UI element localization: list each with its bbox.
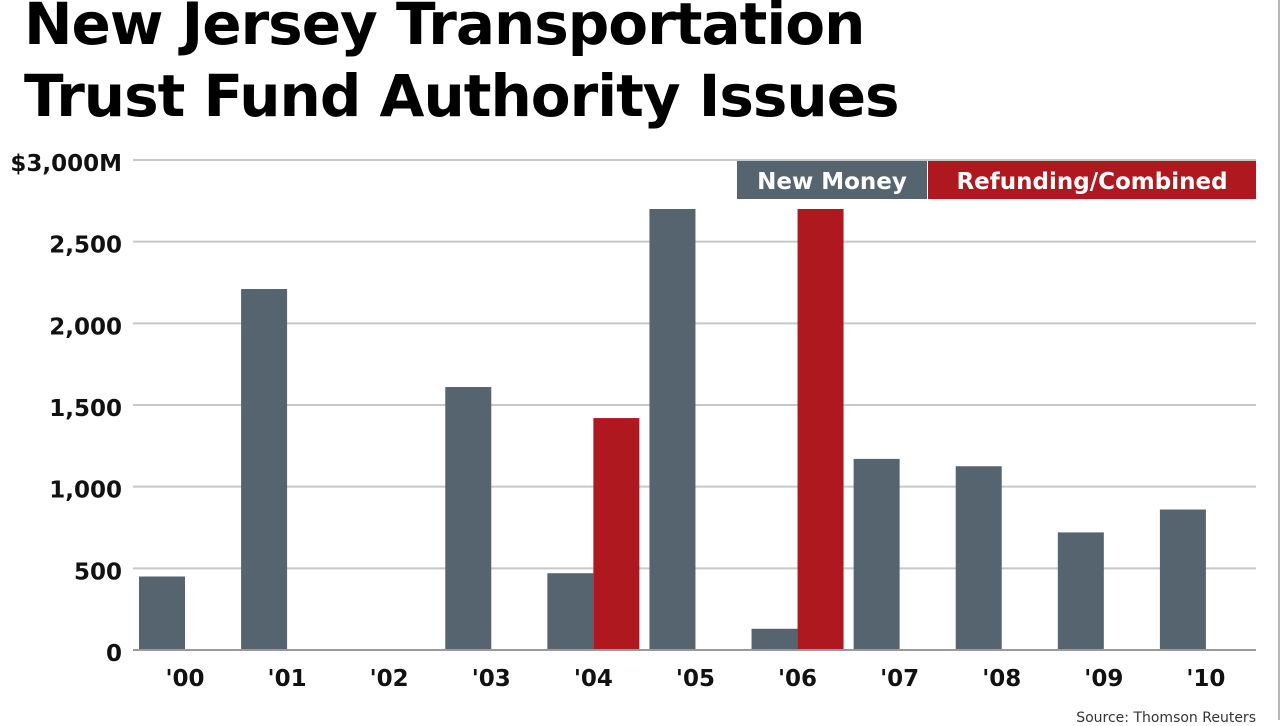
bar-refunding-combined-4	[593, 418, 640, 650]
legend-label-0: New Money	[757, 169, 907, 195]
legend-swatch-1	[928, 161, 1256, 199]
chart-title-line-2: Trust Fund Authority Issues	[24, 62, 900, 130]
bar-new-money-9	[1057, 532, 1104, 650]
x-tick-label-7: '07	[880, 666, 919, 692]
source-note: Source: Thomson Reuters	[1076, 710, 1256, 726]
legend-label-1: Refunding/Combined	[956, 169, 1227, 195]
bar-new-money-6	[751, 628, 798, 650]
chart-title: New Jersey Transportation Trust Fund Aut…	[24, 0, 900, 132]
bar-new-money-5	[649, 209, 696, 650]
bar-new-money-1	[241, 289, 288, 650]
bar-new-money-8	[955, 466, 1002, 650]
x-tick-label-4: '04	[574, 666, 613, 692]
bar-new-money-0	[139, 576, 185, 650]
y-tick-label-2000: 2,000	[49, 314, 122, 340]
x-tick-label-5: '05	[676, 666, 715, 692]
y-tick-label-1500: 1,500	[49, 396, 122, 422]
bar-new-money-10	[1159, 509, 1206, 650]
bar-new-money-4	[547, 573, 594, 650]
legend-swatch-0	[737, 161, 927, 199]
x-tick-label-3: '03	[472, 666, 511, 692]
y-tick-label-3000: $3,000M	[10, 151, 122, 177]
y-tick-label-1000: 1,000	[49, 478, 122, 504]
chart-title-line-1: New Jersey Transportation	[24, 0, 865, 58]
x-tick-label-8: '08	[982, 666, 1021, 692]
y-tick-label-0: 0	[106, 641, 122, 667]
y-tick-label-2500: 2,500	[49, 233, 122, 259]
frame-edge	[1278, 0, 1280, 720]
bar-refunding-combined-6	[797, 209, 844, 650]
y-tick-label-500: 500	[74, 559, 122, 585]
bar-new-money-3	[445, 387, 492, 650]
x-tick-label-10: '10	[1186, 666, 1225, 692]
bar-new-money-7	[853, 458, 900, 650]
x-tick-label-1: '01	[268, 666, 307, 692]
x-tick-label-2: '02	[370, 666, 409, 692]
x-tick-label-6: '06	[778, 666, 817, 692]
x-tick-label-9: '09	[1084, 666, 1123, 692]
x-tick-label-0: '00	[165, 666, 204, 692]
